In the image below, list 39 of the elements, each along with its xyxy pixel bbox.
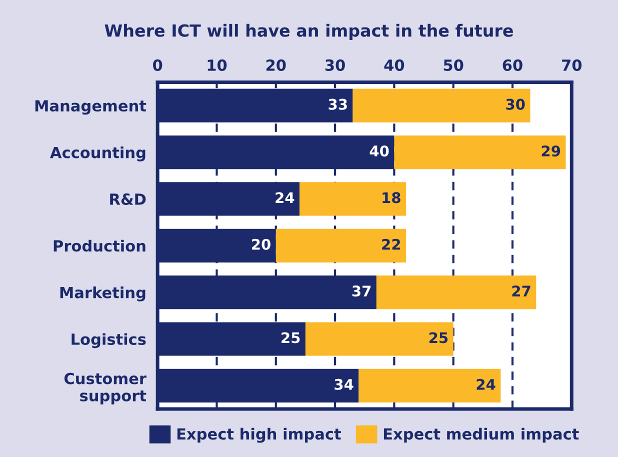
data-label: 24 [276,192,294,203]
legend-label: Expect medium impact [384,428,579,443]
data-label: 30 [506,98,525,110]
bar [352,88,530,122]
data-label: 25 [429,332,448,344]
x-tick-label: 30 [325,59,345,71]
bar [300,182,406,216]
data-label: 20 [252,238,270,250]
x-tick-label: 40 [384,59,404,71]
bar [376,276,536,310]
x-tick-label: 10 [208,59,227,71]
data-label: 27 [512,286,530,296]
y-tick-label: Customer support [64,372,146,404]
y-tick-label: Management [35,100,146,115]
bar [394,135,566,170]
data-label: 22 [382,238,400,250]
data-label: 25 [282,332,300,344]
y-tick-label: Accounting [50,146,146,162]
x-tick-label: 60 [502,59,522,71]
bar [305,322,454,356]
x-tick-label: 20 [266,59,286,71]
data-label: 40 [370,145,389,157]
y-tick-label: Production [54,240,146,252]
data-label: 29 [542,145,560,157]
data-label: 24 [476,378,496,390]
bar [358,368,501,402]
y-tick-label: R&D [110,193,146,205]
bar [276,228,406,262]
x-tick-label: 0 [153,59,162,71]
legend-label: Expect high impact [177,428,341,443]
x-tick-label: 50 [444,59,464,71]
x-tick-label: 70 [562,59,582,71]
y-tick-label: Logistics [72,333,146,348]
data-label: 34 [334,378,354,390]
chart-title: Where ICT will have an impact in the future [104,24,513,40]
data-label: 18 [382,192,400,204]
y-tick-label: Marketing [60,286,146,302]
data-label: 37 [352,286,371,297]
data-label: 33 [328,98,347,110]
